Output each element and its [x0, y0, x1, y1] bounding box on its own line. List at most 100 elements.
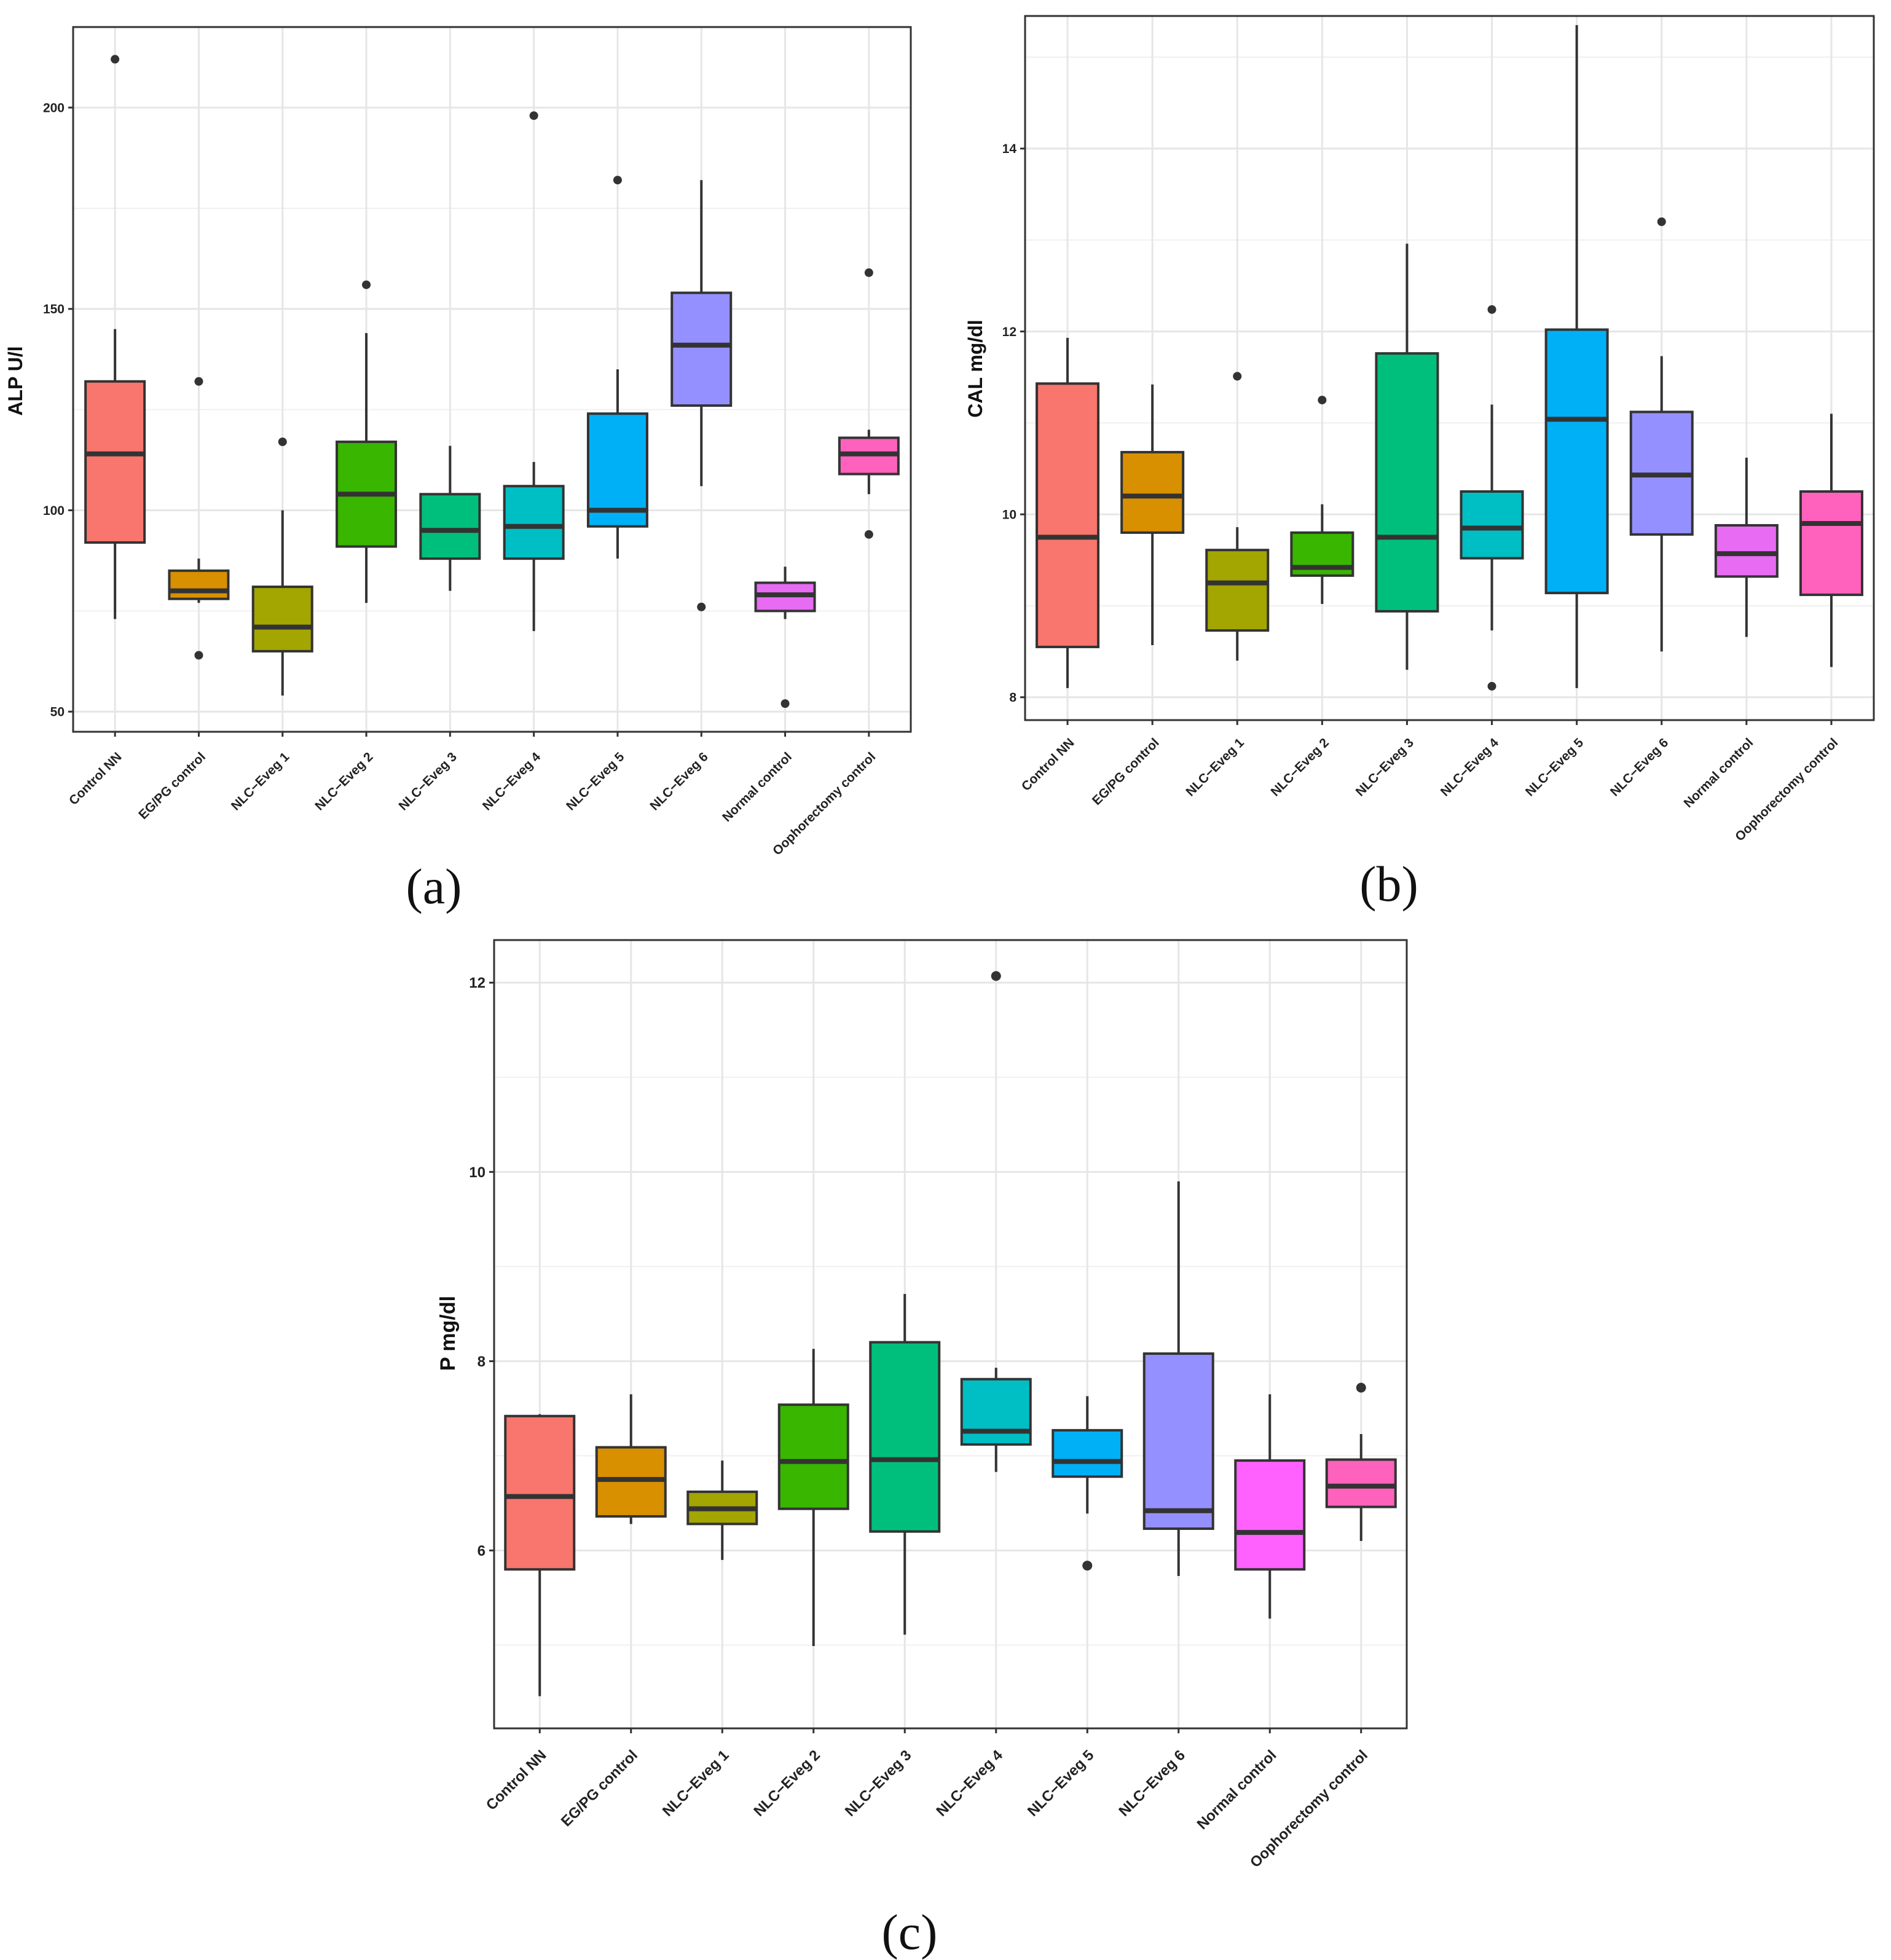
box-body [670, 291, 733, 407]
x-category-label: NLC−Eveg 2 [1268, 735, 1332, 799]
y-tick-label: 10 [469, 1164, 486, 1181]
outlier-point [529, 111, 538, 120]
y-tick-label: 14 [1002, 142, 1017, 156]
chart-panel-b: 8 10 12 14 Control NN EG/PG control NLC−Eveg 1… [964, 15, 1875, 912]
box-body [1460, 490, 1524, 560]
box-8 [1142, 1181, 1214, 1577]
x-category-label: NLC−Eveg 6 [1608, 735, 1671, 799]
x-category-label: NLC−Eveg 2 [312, 750, 375, 813]
outlier-point [780, 699, 790, 708]
x-category-label: NLC−Eveg 4 [933, 1747, 1006, 1820]
y-axis-label: P mg/dl [436, 1296, 460, 1371]
x-category-label: EG/PG control [1090, 735, 1162, 808]
box-body [1120, 450, 1185, 534]
y-tick-label: 12 [469, 975, 486, 992]
x-category-label: NLC−Eveg 6 [1115, 1747, 1189, 1820]
x-category-label: NLC−Eveg 5 [1523, 735, 1587, 799]
outlier-point [1356, 1382, 1366, 1393]
outlier-point [991, 971, 1001, 981]
box-5 [1375, 243, 1439, 670]
box-body [777, 1403, 849, 1510]
box-1 [84, 55, 146, 619]
box-body [1375, 352, 1439, 613]
outlier-point [1657, 217, 1666, 226]
box-body [1234, 1459, 1306, 1571]
box-10 [1325, 1382, 1397, 1542]
box-7 [1052, 1396, 1123, 1571]
box-7 [1544, 25, 1609, 688]
y-axis-label: CAL mg/dl [964, 319, 986, 417]
plot-background [73, 27, 911, 732]
box-1 [504, 1414, 576, 1696]
box-6 [1460, 305, 1524, 691]
x-category-label: Control NN [66, 750, 125, 808]
plot-frame [493, 939, 1408, 1730]
outlier-point [864, 268, 873, 277]
box-body [1714, 523, 1779, 578]
x-category-label: Control NN [483, 1747, 550, 1814]
y-tick-label: 6 [478, 1543, 486, 1559]
x-category-label: Normal control [1194, 1747, 1280, 1833]
outlier-point [1318, 396, 1327, 405]
box-body [1544, 328, 1609, 595]
box-10 [838, 268, 900, 539]
x-category-label: NLC−Eveg 1 [229, 750, 293, 813]
chart-panel-a: 50 100 150 200 Control NN EG/PG control NLC−Ev… [4, 26, 912, 914]
box-body [168, 569, 230, 600]
y-tick-label: 10 [1002, 508, 1016, 522]
box-4 [1290, 396, 1354, 604]
outlier-point [864, 530, 873, 539]
box-body [503, 485, 565, 560]
box-body [419, 493, 481, 560]
box-6 [960, 971, 1032, 1472]
plot-background [1025, 16, 1874, 720]
box-body [586, 412, 648, 528]
x-category-label: NLC−Eveg 2 [750, 1747, 824, 1820]
x-category-label: NLC−Eveg 3 [396, 750, 460, 813]
box-5 [869, 1294, 941, 1635]
box-2 [1120, 384, 1185, 645]
outlier-point [1082, 1561, 1093, 1571]
x-category-label: NLC−Eveg 5 [1024, 1747, 1098, 1820]
box-3 [1205, 372, 1270, 661]
box-body [960, 1378, 1032, 1446]
y-tick-label: 8 [1009, 691, 1016, 705]
x-category-label: EG/PG control [136, 750, 208, 822]
outlier-point [697, 602, 706, 611]
plot-frame [1024, 15, 1875, 721]
x-category-label: Normal control [1681, 735, 1756, 810]
box-2 [595, 1394, 667, 1524]
x-category-label: Normal control [720, 750, 795, 825]
panel-label: (a) [406, 858, 462, 914]
box-4 [336, 280, 398, 603]
y-tick-label: 100 [43, 504, 65, 518]
box-body [251, 586, 313, 653]
x-category-label: NLC−Eveg 6 [647, 750, 710, 813]
box-3 [686, 1460, 758, 1560]
y-tick-label: 150 [43, 302, 65, 316]
box-9 [1714, 457, 1779, 637]
box-body [1799, 490, 1863, 597]
panel-label: (b) [1359, 856, 1418, 912]
x-category-label: NLC−Eveg 1 [659, 1747, 733, 1820]
box-1 [1036, 337, 1100, 688]
box-9 [1234, 1394, 1306, 1619]
box-body [1142, 1352, 1214, 1531]
box-body [1052, 1429, 1123, 1478]
x-category-label: NLC−Eveg 5 [564, 750, 627, 813]
y-tick-label: 12 [1002, 325, 1016, 339]
outlier-point [111, 55, 120, 64]
box-5 [419, 445, 481, 591]
panel-label: (c) [881, 1904, 937, 1960]
y-tick-label: 50 [50, 705, 65, 719]
box-2 [168, 377, 230, 660]
x-category-label: NLC−Eveg 1 [1183, 735, 1247, 799]
outlier-point [1487, 305, 1496, 314]
x-category-label: NLC−Eveg 3 [1353, 735, 1417, 799]
x-category-label: EG/PG control [558, 1747, 641, 1830]
outlier-point [1487, 681, 1496, 691]
box-4 [777, 1349, 849, 1647]
outlier-point [278, 437, 287, 447]
